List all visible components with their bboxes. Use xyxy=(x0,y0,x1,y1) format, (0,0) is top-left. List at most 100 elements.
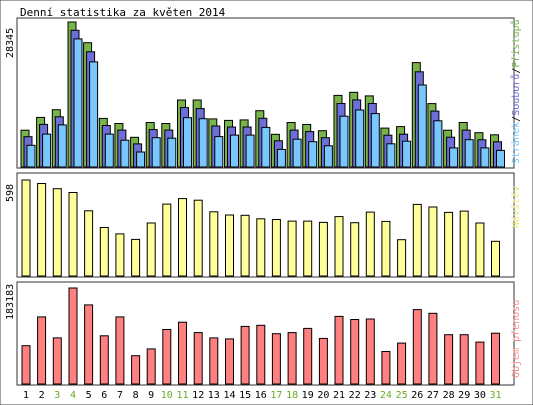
visits-bar xyxy=(303,220,313,277)
volume-bar xyxy=(256,324,266,385)
pages-bar xyxy=(89,61,99,168)
volume-bar xyxy=(193,332,203,385)
visits-bar xyxy=(37,183,47,277)
volume-bar xyxy=(209,337,219,385)
day-label: 18 xyxy=(286,390,298,401)
day-label: 12 xyxy=(192,390,204,401)
pages-bar xyxy=(261,126,271,168)
volume-bar xyxy=(287,332,297,385)
day-label: 9 xyxy=(148,390,154,401)
pages-bar xyxy=(308,141,318,168)
day-label: 7 xyxy=(117,390,123,401)
chart-title: Denní statistika za květen 2014 xyxy=(20,6,226,19)
day-label: 20 xyxy=(317,390,329,401)
visits-bar xyxy=(146,222,156,277)
pages-bar xyxy=(355,109,365,168)
volume-bars xyxy=(21,287,500,385)
visits-bar xyxy=(475,222,485,277)
legend-separator-2: / xyxy=(511,68,522,74)
visits-bar xyxy=(459,210,469,277)
volume-bar xyxy=(21,345,31,385)
volume-bar xyxy=(459,334,469,385)
pages-bar xyxy=(183,117,192,168)
volume-bar xyxy=(99,335,109,385)
volume-bar xyxy=(146,348,156,385)
pages-bar xyxy=(370,113,380,168)
visits-bar xyxy=(68,192,78,277)
visits-bar xyxy=(428,206,438,277)
visits-bar xyxy=(271,219,281,277)
visits-bar xyxy=(491,240,500,277)
pages-bar xyxy=(57,124,67,168)
legend-hits: Přístupů xyxy=(510,19,522,67)
visits-bar xyxy=(131,238,141,277)
visits-bar xyxy=(209,211,219,277)
visits-bar xyxy=(365,211,375,277)
pages-bar xyxy=(276,148,286,168)
pages-bar xyxy=(230,134,239,168)
pages-bar xyxy=(323,145,333,168)
volume-bar xyxy=(178,321,187,385)
visits-bar xyxy=(334,216,344,277)
day-label: 22 xyxy=(349,390,361,401)
volume-legend: Objem přenosu xyxy=(510,300,522,378)
visits-bar xyxy=(115,233,125,277)
volume-bar xyxy=(115,316,125,385)
pages-bar xyxy=(42,133,52,168)
volume-bar xyxy=(131,355,141,385)
visits-bar xyxy=(318,221,328,277)
visits-bar xyxy=(240,214,250,277)
pages-bar xyxy=(417,84,427,168)
day-label: 30 xyxy=(474,390,486,401)
day-label: 23 xyxy=(364,390,376,401)
volume-bar xyxy=(162,329,172,385)
visits-bar xyxy=(381,220,391,277)
day-label: 4 xyxy=(70,390,76,401)
visits-bar xyxy=(21,179,31,277)
pages-bar xyxy=(151,137,161,168)
day-label: 6 xyxy=(101,390,107,401)
day-label: 21 xyxy=(333,390,345,401)
visits-bar xyxy=(193,199,203,277)
legend-pages: Stránek xyxy=(510,122,522,164)
day-label: 8 xyxy=(133,390,139,401)
visits-bar xyxy=(350,222,360,277)
pages-bar xyxy=(245,134,255,168)
pages-bar xyxy=(73,38,83,168)
day-label: 26 xyxy=(411,390,423,401)
visits-bar xyxy=(412,203,422,277)
pages-bar xyxy=(136,151,146,168)
day-label: 27 xyxy=(427,390,439,401)
volume-bar xyxy=(225,338,234,385)
volume-bar xyxy=(397,342,407,385)
volume-bar xyxy=(334,315,344,385)
pages-bar xyxy=(464,139,474,168)
visits-bar xyxy=(287,220,297,277)
day-label: 10 xyxy=(161,390,173,401)
volume-bar xyxy=(491,332,500,385)
pages-bar xyxy=(386,143,396,168)
day-label: 19 xyxy=(302,390,314,401)
pages-bar xyxy=(26,144,36,168)
volume-bar xyxy=(475,341,485,385)
volume-bar xyxy=(412,309,422,385)
visits-max-label: 598 xyxy=(5,184,16,202)
day-label: 25 xyxy=(396,390,408,401)
traffic-legend: Stránek/Souborů/Přístupů xyxy=(510,19,522,164)
visits-bars xyxy=(21,179,500,277)
traffic-bars xyxy=(20,21,505,168)
volume-bar xyxy=(365,318,375,385)
pages-bar xyxy=(120,139,130,168)
volume-bar xyxy=(303,327,313,385)
pages-bar xyxy=(480,147,490,168)
volume-bar xyxy=(84,304,94,385)
day-label: 24 xyxy=(380,390,392,401)
visits-bar xyxy=(99,227,109,277)
pages-bar xyxy=(449,147,459,168)
visits-bar xyxy=(52,188,62,277)
legend-files: Souborů xyxy=(510,74,522,116)
day-label: 13 xyxy=(208,390,220,401)
day-label: 5 xyxy=(86,390,92,401)
day-label: 3 xyxy=(54,390,60,401)
